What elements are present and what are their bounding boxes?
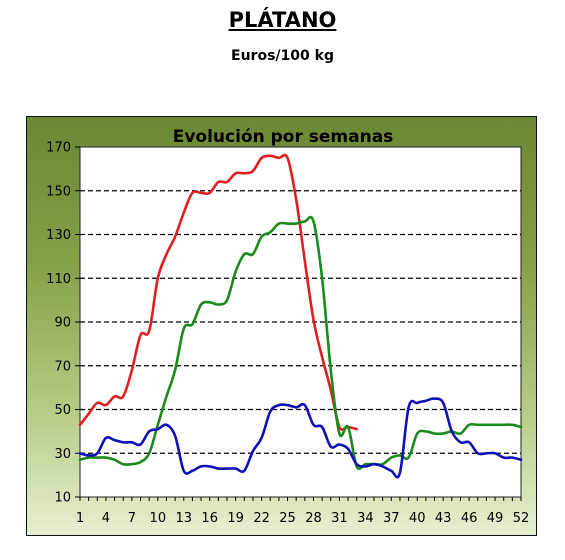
x-tick-label: 13 (175, 511, 192, 526)
y-tick-label: 170 (46, 141, 71, 156)
y-tick-label: 130 (46, 228, 71, 243)
x-tick-label: 4 (102, 511, 110, 526)
x-tick-label: 37 (383, 511, 400, 526)
x-tick-label: 34 (357, 511, 374, 526)
x-tick-label: 40 (409, 511, 426, 526)
x-tick-label: 16 (201, 511, 218, 526)
y-tick-label: 90 (54, 316, 71, 331)
x-axis: 1 4 7 10 13 16 19 22 25 28 31 34 37 40 43 46 49 52 (76, 497, 529, 526)
y-tick-label: 110 (46, 272, 71, 287)
x-tick-label: 28 (305, 511, 322, 526)
y-tick-label: 150 (46, 184, 71, 199)
y-tick-label: 50 (54, 403, 71, 418)
x-tick-label: 10 (150, 511, 167, 526)
series-line-3 (78, 397, 523, 479)
x-tick-label: 25 (279, 511, 296, 526)
series-line-2 (78, 215, 523, 471)
grid-lines (80, 190, 521, 454)
page-subtitle: Euros/100 kg (231, 48, 334, 64)
series-line-1 (78, 153, 358, 431)
x-tick-label: 31 (331, 511, 348, 526)
y-tick-label: 30 (54, 447, 71, 462)
chart-title: Evolución por semanas (173, 127, 394, 147)
x-tick-label: 43 (435, 511, 452, 526)
x-tick-label: 19 (227, 511, 244, 526)
y-tick-label: 10 (54, 491, 71, 506)
series-group (78, 153, 523, 479)
x-tick-label: 1 (76, 511, 84, 526)
y-tick-label: 70 (54, 359, 71, 374)
page-title: PLÁTANO (228, 8, 337, 32)
x-tick-label: 49 (487, 511, 504, 526)
x-tick-label: 46 (461, 511, 478, 526)
x-tick-label: 52 (513, 511, 530, 526)
y-axis: 10 30 50 70 90 110 130 150 170 (46, 141, 80, 506)
x-tick-label: 22 (253, 511, 270, 526)
x-tick-label: 7 (128, 511, 136, 526)
